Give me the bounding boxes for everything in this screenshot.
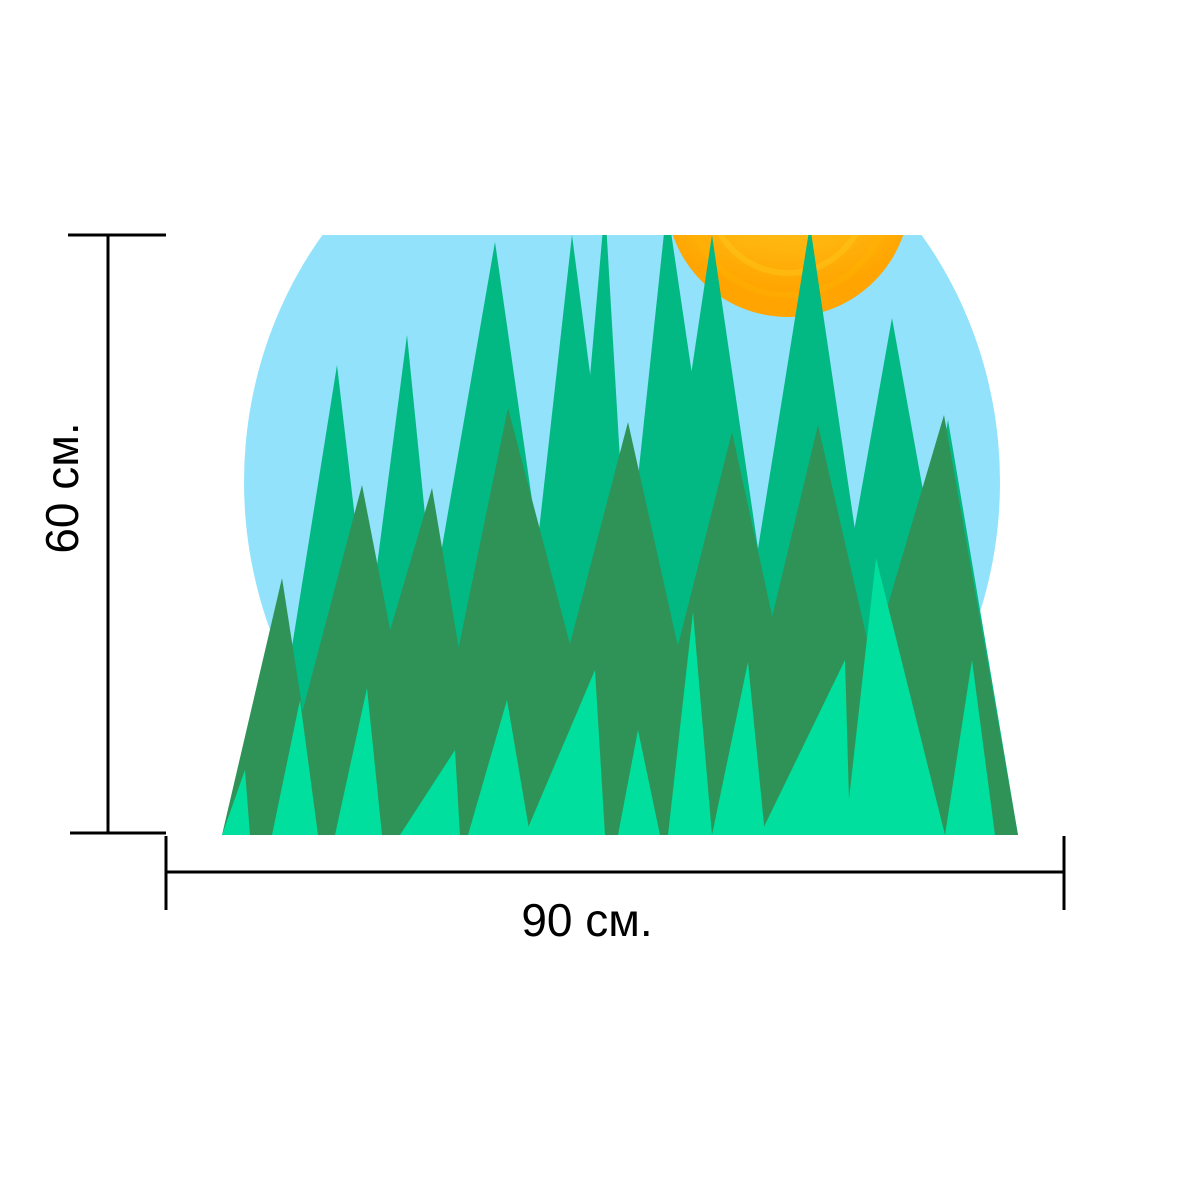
width-dimension: 90 см.: [164, 836, 1066, 946]
sun-icon: [672, 235, 904, 317]
print-artwork: [222, 235, 1018, 835]
width-label: 90 см.: [521, 894, 652, 946]
height-label: 60 см.: [36, 422, 88, 553]
sun-ring: [717, 235, 859, 276]
height-dimension: 60 см.: [36, 233, 166, 835]
grass-front-layer: [222, 558, 995, 835]
sun-ring: [693, 235, 883, 298]
